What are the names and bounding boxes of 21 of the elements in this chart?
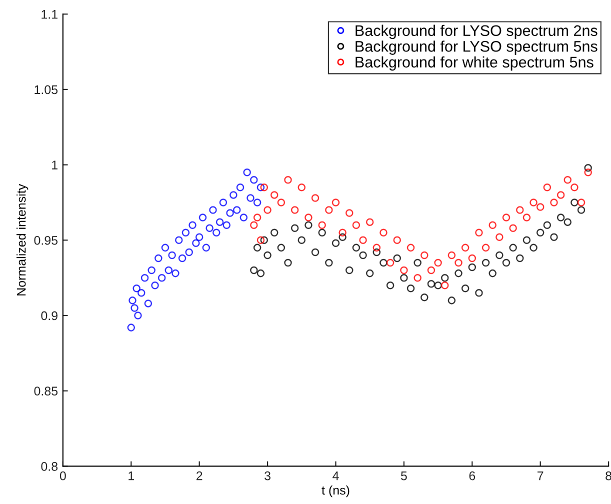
x-tick-label: 0 [60, 471, 66, 480]
x-tick-label: 8 [606, 471, 611, 480]
x-tick-label: 6 [469, 471, 476, 480]
y-axis-title: Normalized intensity [16, 184, 28, 296]
x-tick-label: 2 [196, 471, 202, 480]
y-tick-label: 1 [52, 160, 58, 170]
y-tick-label: 0.85 [34, 386, 58, 396]
x-axis-title: t (ns) [322, 485, 350, 498]
x-tick-label: 4 [332, 472, 339, 480]
y-tick-label: 1.1 [42, 10, 58, 19]
y-tick-label: 0.8 [41, 462, 58, 471]
legend-label: Background for LYSO spectrum 5ns [356, 40, 598, 55]
x-tick-label: 5 [400, 472, 407, 480]
y-tick-label: 1.05 [34, 85, 58, 94]
x-tick-label: 7 [538, 472, 544, 480]
y-tick-label: 0.95 [34, 236, 58, 245]
x-tick-label: 1 [128, 472, 134, 480]
y-tick-label: 0.9 [41, 311, 58, 320]
x-tick-label: 3 [264, 471, 270, 480]
legend-label: Background for white spectrum 5ns [356, 56, 594, 71]
legend-label: Background for LYSO spectrum 2ns [356, 24, 598, 40]
